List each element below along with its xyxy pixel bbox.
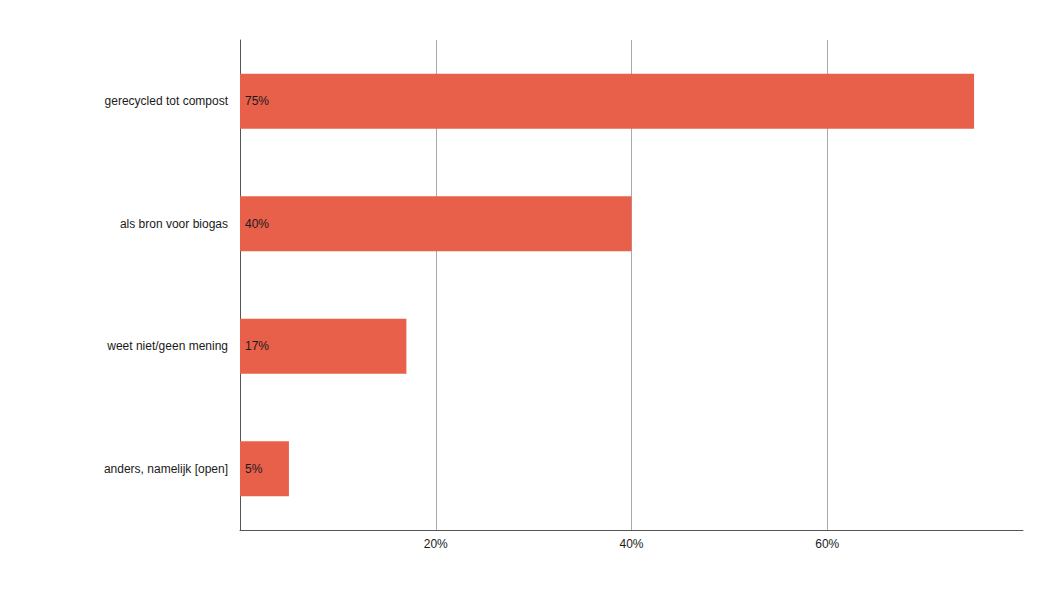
- svg-text:40%: 40%: [245, 217, 269, 231]
- svg-text:75%: 75%: [245, 94, 269, 108]
- svg-text:20%: 20%: [424, 537, 448, 551]
- svg-text:60%: 60%: [815, 537, 839, 551]
- svg-text:gerecycled tot compost: gerecycled tot compost: [105, 94, 229, 108]
- svg-text:weet niet/geen mening: weet niet/geen mening: [106, 339, 228, 353]
- svg-text:17%: 17%: [245, 339, 269, 353]
- svg-text:40%: 40%: [619, 537, 643, 551]
- svg-text:5%: 5%: [245, 462, 263, 476]
- svg-text:anders, namelijk [open]: anders, namelijk [open]: [104, 462, 228, 476]
- svg-text:als bron voor biogas: als bron voor biogas: [120, 217, 228, 231]
